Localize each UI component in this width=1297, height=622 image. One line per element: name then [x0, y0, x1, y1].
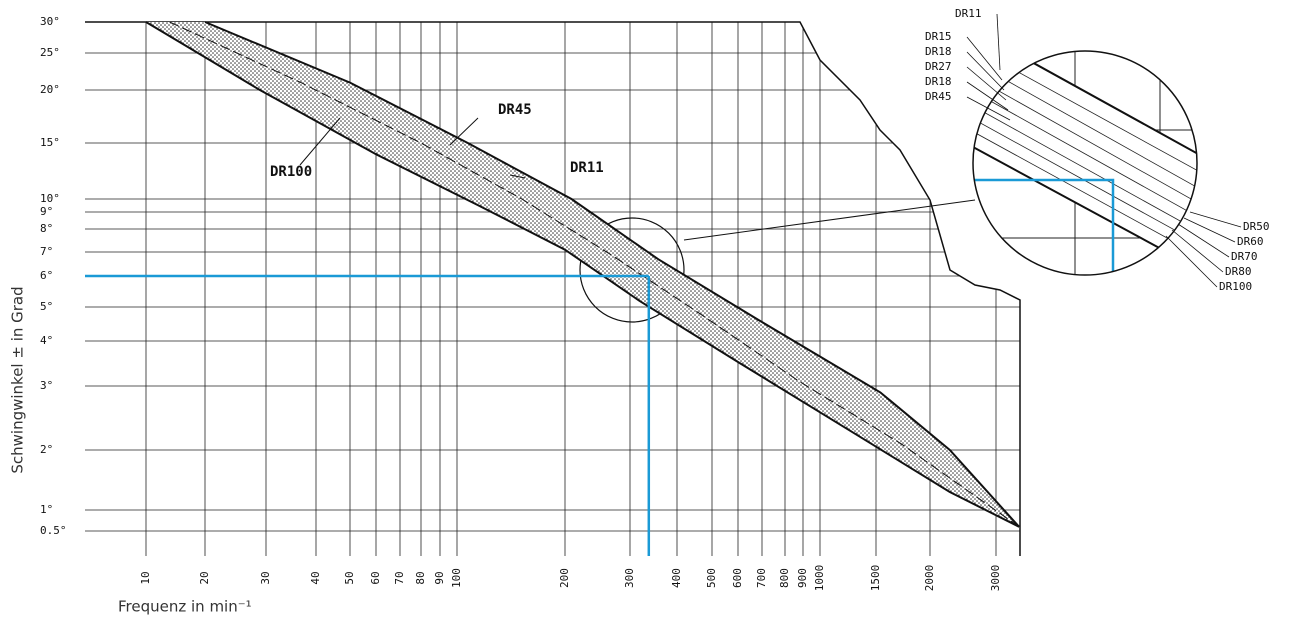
x-tick-label: 50: [343, 571, 356, 584]
x-tick-label: 800: [778, 568, 791, 588]
x-tick-label: 20: [198, 571, 211, 584]
inset-label: DR27: [925, 60, 952, 73]
inset-leader: [966, 96, 1011, 121]
inset-leader: [1165, 235, 1218, 288]
x-tick-label: 90: [433, 571, 446, 584]
inset-leader: [1183, 217, 1236, 243]
x-tick-label: 700: [755, 568, 768, 588]
series-line: [204, 21, 1020, 528]
y-tick-label: 30°: [40, 15, 60, 28]
x-tick-label: 70: [393, 571, 406, 584]
inset-label: DR18: [925, 45, 952, 58]
x-tick-label: 1000: [813, 565, 826, 592]
inset-leader: [966, 66, 1007, 101]
inset-leader: [966, 81, 1009, 111]
inset-label: DR80: [1225, 265, 1252, 278]
band-area: [146, 22, 1020, 527]
y-tick-label: 5°: [40, 300, 53, 313]
series-annotation: DR45: [498, 102, 532, 118]
annotation-leader: [449, 117, 479, 146]
y-tick-label: 20°: [40, 83, 60, 96]
inset-circle: [972, 50, 1198, 276]
y-tick-label: 0.5°: [40, 524, 67, 537]
y-tick-label: 1°: [40, 503, 53, 516]
y-tick-label: 25°: [40, 46, 60, 59]
inset-label: DR45: [925, 90, 952, 103]
x-tick-label: 300: [623, 568, 636, 588]
y-tick-label: 7°: [40, 245, 53, 258]
x-axis-title: Frequenz in min⁻¹: [118, 598, 252, 616]
inset-label: DR70: [1231, 250, 1258, 263]
inset-label: DR50: [1243, 220, 1270, 233]
x-tick-label: 500: [705, 568, 718, 588]
inset-leader: [966, 51, 1005, 91]
inset-leader: [1177, 223, 1230, 258]
x-tick-label: 2000: [923, 565, 936, 592]
inset-reading: [973, 178, 1115, 275]
y-tick-label: 6°: [40, 269, 53, 282]
x-tick-label: 200: [558, 568, 571, 588]
x-tick-label: 900: [796, 568, 809, 588]
series-annotation: DR100: [270, 164, 312, 180]
x-tick-label: 600: [731, 568, 744, 588]
y-tick-label: 9°: [40, 205, 53, 218]
x-tick-label: 400: [670, 568, 683, 588]
y-axis-title: Schwingwinkel ± in Grad: [9, 286, 27, 473]
inset-label: DR100: [1219, 280, 1252, 293]
x-tick-label: 3000: [989, 565, 1002, 592]
x-tick-label: 10: [139, 571, 152, 584]
x-tick-label: 60: [369, 571, 382, 584]
x-tick-label: 40: [309, 571, 322, 584]
y-tick-label: 15°: [40, 136, 60, 149]
inset-leader: [1171, 229, 1224, 273]
annotation-leader: [299, 117, 341, 166]
inset-label: DR60: [1237, 235, 1264, 248]
x-tick-label: 100: [450, 568, 463, 588]
x-tick-label: 80: [414, 571, 427, 584]
y-tick-label: 3°: [40, 379, 53, 392]
annotation-leader: [509, 174, 526, 179]
series-line: [169, 21, 1020, 528]
y-tick-label: 4°: [40, 334, 53, 347]
x-tick-label: 1500: [869, 565, 882, 592]
y-tick-label: 10°: [40, 192, 60, 205]
zoom-connector: [683, 199, 976, 241]
inset-label: DR11: [955, 7, 982, 20]
series-annotation: DR11: [570, 160, 604, 176]
inset-content: [973, 51, 1197, 275]
inset-leader: [1189, 211, 1242, 228]
inset-leader: [996, 13, 1001, 71]
inset-leader: [966, 36, 1003, 81]
inset-label: DR15: [925, 30, 952, 43]
y-tick-label: 2°: [40, 443, 53, 456]
grid-group: [85, 22, 1020, 556]
zoom-circle: [579, 217, 685, 323]
inset-hatch: [973, 61, 1197, 257]
inset-label: DR18: [925, 75, 952, 88]
torn-frame: [85, 21, 1021, 556]
x-tick-label: 30: [259, 571, 272, 584]
y-tick-label: 8°: [40, 222, 53, 235]
